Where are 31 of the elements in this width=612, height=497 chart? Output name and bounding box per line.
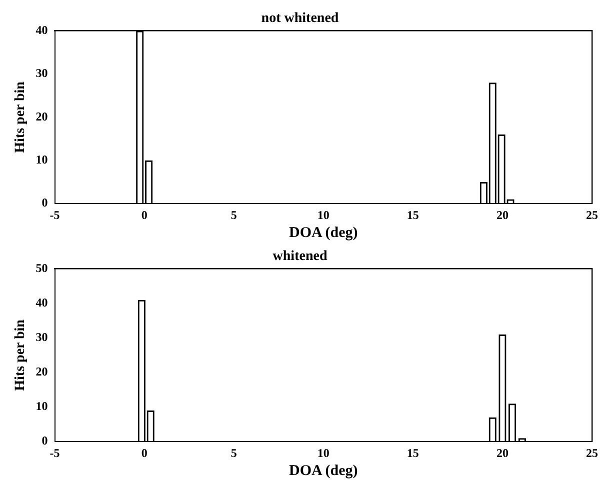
y-tick-label: 10 — [36, 152, 48, 166]
y-tick-label: 30 — [36, 66, 48, 80]
x-tick-label: 10 — [317, 208, 330, 222]
y-tick-label: 20 — [36, 364, 48, 379]
y-tick-label: 0 — [42, 196, 48, 210]
x-tick-label: 25 — [586, 446, 598, 460]
y-axis-title: Hits per bin — [13, 81, 28, 153]
y-tick-label: 40 — [36, 295, 48, 310]
x-tick-label: 5 — [230, 446, 237, 460]
x-tick-label: 20 — [496, 208, 508, 222]
y-tick-label: 0 — [42, 434, 48, 448]
x-tick-label: 5 — [230, 208, 237, 222]
y-tick-label: 20 — [36, 109, 48, 124]
x-tick-label: 0 — [141, 446, 148, 460]
y-tick-label: 50 — [36, 260, 48, 275]
x-tick-label: -5 — [50, 208, 60, 222]
y-tick-label: 40 — [36, 22, 48, 37]
x-axis-title: DOA (deg) — [289, 224, 358, 241]
x-tick-label: 15 — [406, 446, 419, 460]
x-tick-label: -5 — [50, 446, 60, 460]
chart-title: whitened — [272, 249, 328, 264]
x-axis-title: DOA (deg) — [289, 462, 358, 479]
x-tick-label: 20 — [496, 446, 508, 460]
y-axis-title: Hits per bin — [13, 319, 28, 391]
x-tick-label: 10 — [317, 446, 330, 460]
chart-title: not whitened — [261, 11, 339, 26]
x-tick-label: 25 — [586, 208, 598, 222]
y-tick-label: 10 — [36, 399, 48, 414]
x-tick-label: 0 — [141, 208, 148, 222]
x-tick-label: 15 — [406, 208, 419, 222]
y-tick-label: 30 — [36, 330, 48, 344]
